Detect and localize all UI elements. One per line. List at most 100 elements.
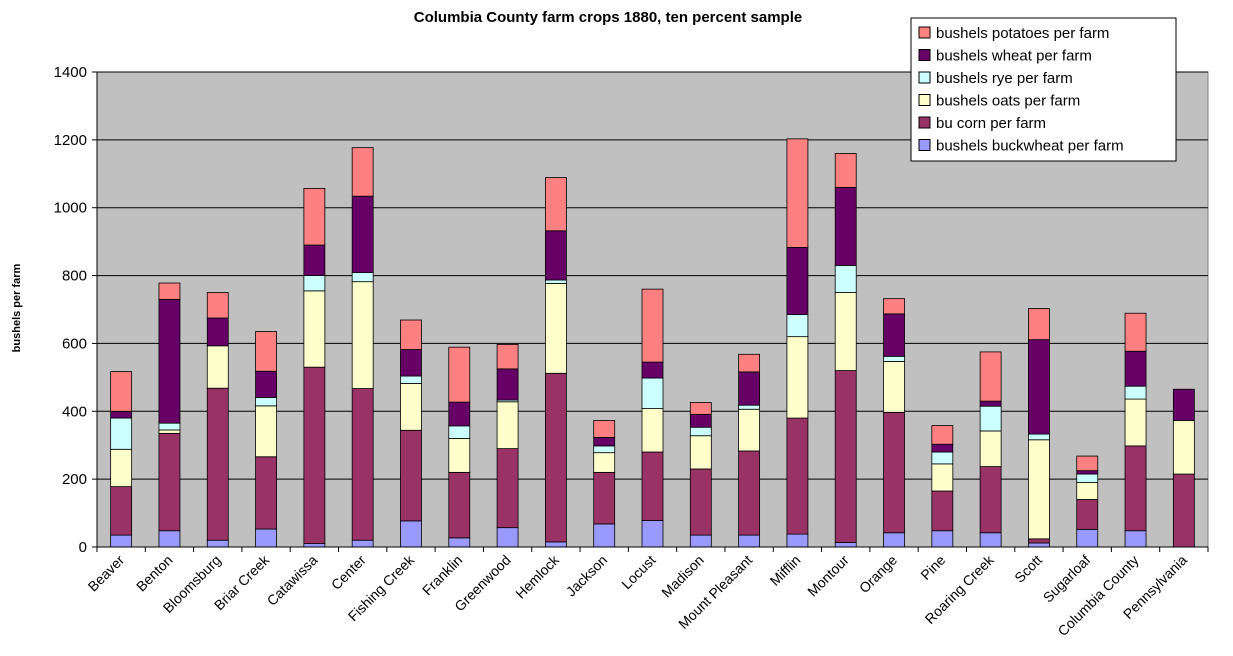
bar-segment (834, 264, 857, 293)
bar-segment (786, 314, 809, 338)
bar-segment (738, 408, 761, 452)
bar-segment (641, 520, 664, 548)
legend-label: bu corn per farm (936, 115, 1046, 132)
bar-segment (1028, 308, 1050, 341)
bar-segment (883, 355, 905, 362)
bar-segment (593, 445, 616, 454)
bar-segment (738, 450, 761, 536)
x-tick-label: Montour (804, 552, 852, 600)
legend-swatch (918, 26, 931, 39)
legend-swatch (918, 71, 931, 84)
bar-segment (400, 375, 422, 384)
bar-segment (641, 408, 664, 453)
bar-segment (351, 539, 374, 548)
legend-swatch (918, 116, 931, 129)
bar-segment (834, 370, 857, 543)
bar-segment (206, 539, 229, 548)
bar-segment (110, 417, 133, 450)
bar-segment (303, 366, 326, 545)
legend-swatch (918, 94, 931, 106)
bar-segment (496, 448, 519, 529)
bar-segment (931, 530, 954, 548)
x-tick-label: Hemlock (512, 551, 563, 602)
bar-segment (448, 425, 471, 439)
bar-segment (1028, 339, 1050, 435)
bar-segment (110, 410, 133, 419)
bar-segment (1124, 398, 1147, 447)
bar-segment (110, 486, 133, 536)
bar-segment (738, 534, 761, 548)
y-tick-label: 400 (62, 403, 87, 420)
bar-segment (303, 244, 326, 276)
bar-segment (544, 282, 567, 374)
bar-segment (1028, 433, 1050, 441)
bar-segment (351, 272, 374, 283)
bar-segment (448, 346, 471, 403)
bar-segment (544, 372, 567, 543)
bar-segment (1172, 420, 1195, 475)
bar-segment (883, 298, 905, 315)
bar-segment (641, 288, 664, 363)
bar-segment (1076, 473, 1099, 483)
bar-segment (593, 452, 616, 473)
bar-segment (448, 401, 471, 427)
bar-segment (496, 401, 519, 450)
bar-segment (1124, 530, 1147, 548)
y-tick-label: 600 (62, 335, 87, 352)
y-axis-label: bushels per farm (11, 263, 23, 352)
bar-segment (979, 430, 1002, 467)
y-tick-label: 1000 (54, 200, 87, 217)
x-tick-label: Orange (856, 552, 900, 596)
bar-segment (400, 383, 422, 431)
bar-segment (496, 527, 519, 548)
bar-segment (110, 448, 133, 488)
bar-segment (883, 411, 905, 534)
bar-segment (931, 463, 954, 492)
bar-segment (738, 404, 761, 410)
x-tick-label: Beaver (85, 552, 128, 595)
bar-segment (351, 281, 374, 389)
bar-segment (834, 153, 857, 188)
x-tick-label: Mifflin (767, 552, 804, 589)
bar-segment (689, 534, 712, 548)
bar-segment (400, 429, 422, 522)
bar-segment (1124, 385, 1147, 400)
legend-label: bushels potatoes per farm (936, 25, 1109, 42)
bar-segment (641, 377, 664, 409)
bar-segment (1076, 499, 1099, 530)
bar-segment (400, 349, 422, 377)
x-tick-label: Jackson (563, 552, 611, 600)
bar-segment (931, 443, 954, 453)
bar-segment (738, 371, 761, 406)
bar-segment (206, 317, 229, 347)
bar-segment (689, 435, 712, 470)
chart-title: Columbia County farm crops 1880, ten per… (414, 9, 802, 26)
x-tick-label: Columbia County (1054, 552, 1141, 639)
x-tick-label: Locust (618, 552, 659, 593)
bar-segment (351, 147, 374, 197)
bar-segment (1172, 473, 1195, 548)
bar-segment (834, 186, 857, 266)
bar-segment (593, 471, 616, 525)
bar-segment (303, 187, 326, 246)
x-tick-label: Scott (1011, 552, 1045, 586)
legend-swatch (918, 49, 931, 61)
bar-segment (979, 400, 1002, 407)
bar-segment (496, 368, 519, 401)
bar-segment (1124, 445, 1147, 532)
legend-label: bushels oats per farm (936, 93, 1080, 110)
bar-segment (400, 520, 422, 548)
legend-label: bushels buckwheat per farm (936, 138, 1124, 155)
bar-segment (786, 336, 809, 419)
bar-segment (351, 388, 374, 541)
bar-segment (158, 298, 181, 424)
bar-segment (979, 466, 1002, 534)
legend-label: bushels rye per farm (936, 70, 1073, 87)
bar-segment (1076, 482, 1099, 500)
bar-segment (158, 530, 181, 548)
y-tick-label: 0 (79, 539, 87, 556)
bar-segment (786, 417, 809, 535)
bar-segment (1124, 350, 1147, 387)
y-tick-label: 800 (62, 268, 87, 285)
bar-segment (689, 413, 712, 428)
